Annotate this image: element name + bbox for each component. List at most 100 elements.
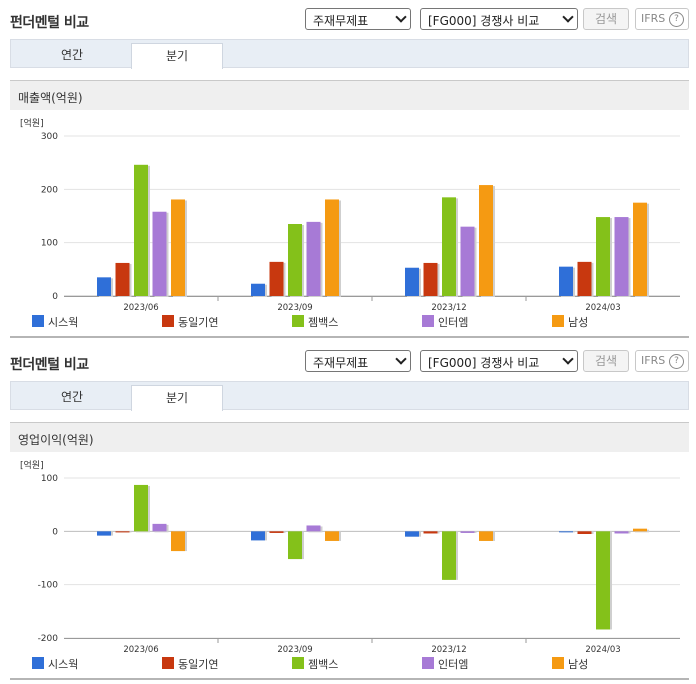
revenue-chart: [억원] 0 100 200 300 2023/06 2023/09 2023/12 2024/… xyxy=(20,117,680,312)
peer-group-select[interactable]: [FG000] 경쟁사 비교 xyxy=(420,350,578,372)
bar-2-0[interactable] xyxy=(134,484,148,532)
bar-1-0[interactable] xyxy=(115,262,130,296)
legend-swatch xyxy=(32,315,44,327)
bar-4-2[interactable] xyxy=(479,531,493,541)
legend-label: 젬백스 xyxy=(308,658,339,671)
chart-legend: 시스웍 동일기연 젬백스 인터엠 남성 xyxy=(10,312,689,330)
operating-profit-chart: [억원] -200 -100 0 100 2023/06 2023/09 2023/12 202… xyxy=(20,459,680,654)
legend-label: 남성 xyxy=(568,316,589,329)
x-tick-label: 2023/06 xyxy=(123,303,158,312)
section-header: 매출액(억원) xyxy=(10,80,689,110)
x-tick-label: 2023/09 xyxy=(277,303,312,312)
bar-0-0[interactable] xyxy=(97,531,111,536)
bar-4-0[interactable] xyxy=(171,199,185,296)
panel-header: 펀더멘털 비교 주재무제표 [FG000] 경쟁사 비교 검색 IFRS ? xyxy=(0,342,696,380)
legend-label: 인터엠 xyxy=(438,658,469,671)
section-title: 영업이익(억원) xyxy=(18,433,94,447)
chevron-down-icon xyxy=(395,11,407,23)
bar-2-2[interactable] xyxy=(442,531,456,580)
operating-profit-panel: 펀더멘털 비교 주재무제표 [FG000] 경쟁사 비교 검색 IFRS ? 연… xyxy=(0,342,696,684)
ifrs-button[interactable]: IFRS ? xyxy=(635,8,689,30)
bar-2-3[interactable] xyxy=(596,217,610,296)
peer-group-select[interactable]: [FG000] 경쟁사 비교 xyxy=(420,8,578,30)
legend-swatch xyxy=(422,657,434,669)
page-title: 펀더멘털 비교 xyxy=(10,15,89,31)
bar-4-3[interactable] xyxy=(633,528,647,532)
chevron-down-icon xyxy=(562,11,574,23)
bar-2-0[interactable] xyxy=(134,164,148,296)
y-tick-label: 0 xyxy=(52,292,58,302)
bar-1-1[interactable] xyxy=(269,531,284,533)
y-tick-label: 100 xyxy=(41,239,58,249)
y-unit-label: [억원] xyxy=(20,117,44,129)
chart-legend: 시스웍 동일기연 젬백스 인터엠 남성 xyxy=(10,654,689,672)
bar-0-3[interactable] xyxy=(559,531,573,533)
y-tick-label: -100 xyxy=(38,581,59,591)
tab-quarter[interactable]: 분기 xyxy=(131,43,223,69)
legend-swatch xyxy=(162,657,174,669)
bar-2-1[interactable] xyxy=(288,531,302,560)
bar-3-1[interactable] xyxy=(306,221,321,296)
bar-3-3[interactable] xyxy=(614,217,629,296)
bar-4-2[interactable] xyxy=(479,185,493,296)
statement-select[interactable]: 주재무제표 xyxy=(305,8,411,30)
bar-0-1[interactable] xyxy=(251,283,265,296)
section-header: 영업이익(억원) xyxy=(10,422,689,452)
legend-label: 인터엠 xyxy=(438,316,469,329)
ifrs-button[interactable]: IFRS ? xyxy=(635,350,689,372)
divider xyxy=(10,336,689,338)
y-unit-label: [억원] xyxy=(20,459,44,471)
tab-annual[interactable]: 연간 xyxy=(60,390,84,404)
bar-1-2[interactable] xyxy=(423,531,438,534)
bar-3-3[interactable] xyxy=(614,531,629,534)
bar-3-2[interactable] xyxy=(460,226,475,296)
peer-group-select-value: [FG000] 경쟁사 비교 xyxy=(428,14,540,28)
y-tick-label: 200 xyxy=(41,185,58,195)
page-title: 펀더멘털 비교 xyxy=(10,357,89,373)
bar-3-0[interactable] xyxy=(152,211,167,296)
search-button[interactable]: 검색 xyxy=(583,8,629,30)
legend-label: 시스웍 xyxy=(48,658,79,671)
legend-label: 동일기연 xyxy=(178,658,219,671)
bar-1-1[interactable] xyxy=(269,261,284,296)
search-button[interactable]: 검색 xyxy=(583,350,629,372)
help-icon[interactable]: ? xyxy=(669,12,684,27)
bar-4-0[interactable] xyxy=(171,531,185,552)
bar-0-0[interactable] xyxy=(97,277,111,296)
revenue-panel: 펀더멘털 비교 주재무제표 [FG000] 경쟁사 비교 검색 IFRS ? 연… xyxy=(10,8,689,338)
bar-4-1[interactable] xyxy=(325,199,339,296)
y-tick-label: -200 xyxy=(38,634,59,644)
statement-select-value: 주재무제표 xyxy=(313,14,369,28)
bar-3-2[interactable] xyxy=(460,531,475,533)
help-icon[interactable]: ? xyxy=(669,354,684,369)
period-tabs: 연간 분기 xyxy=(10,39,689,69)
ifrs-label: IFRS xyxy=(641,354,666,367)
ifrs-label: IFRS xyxy=(641,12,666,25)
chevron-down-icon xyxy=(395,353,407,365)
y-tick-label: 0 xyxy=(52,527,58,537)
bar-2-3[interactable] xyxy=(596,531,610,630)
legend-swatch xyxy=(422,315,434,327)
chevron-down-icon xyxy=(562,353,574,365)
bar-1-2[interactable] xyxy=(423,262,438,296)
bar-0-2[interactable] xyxy=(405,267,419,296)
bar-3-1[interactable] xyxy=(306,525,321,532)
statement-select[interactable]: 주재무제표 xyxy=(305,350,411,372)
bar-1-3[interactable] xyxy=(577,531,592,534)
bar-0-2[interactable] xyxy=(405,531,419,537)
bar-2-1[interactable] xyxy=(288,224,302,296)
bar-4-3[interactable] xyxy=(633,202,647,296)
bar-3-0[interactable] xyxy=(152,523,167,532)
legend-swatch xyxy=(32,657,44,669)
bar-4-1[interactable] xyxy=(325,531,339,541)
tab-quarter[interactable]: 분기 xyxy=(131,385,223,411)
y-tick-label: 300 xyxy=(41,132,58,142)
bar-2-2[interactable] xyxy=(442,197,456,296)
tab-annual[interactable]: 연간 xyxy=(60,48,84,62)
bar-1-3[interactable] xyxy=(577,261,592,296)
bar-1-0[interactable] xyxy=(115,531,130,533)
legend-swatch xyxy=(162,315,174,327)
legend-label: 젬백스 xyxy=(308,316,339,329)
bar-0-3[interactable] xyxy=(559,266,573,296)
bar-0-1[interactable] xyxy=(251,531,265,541)
